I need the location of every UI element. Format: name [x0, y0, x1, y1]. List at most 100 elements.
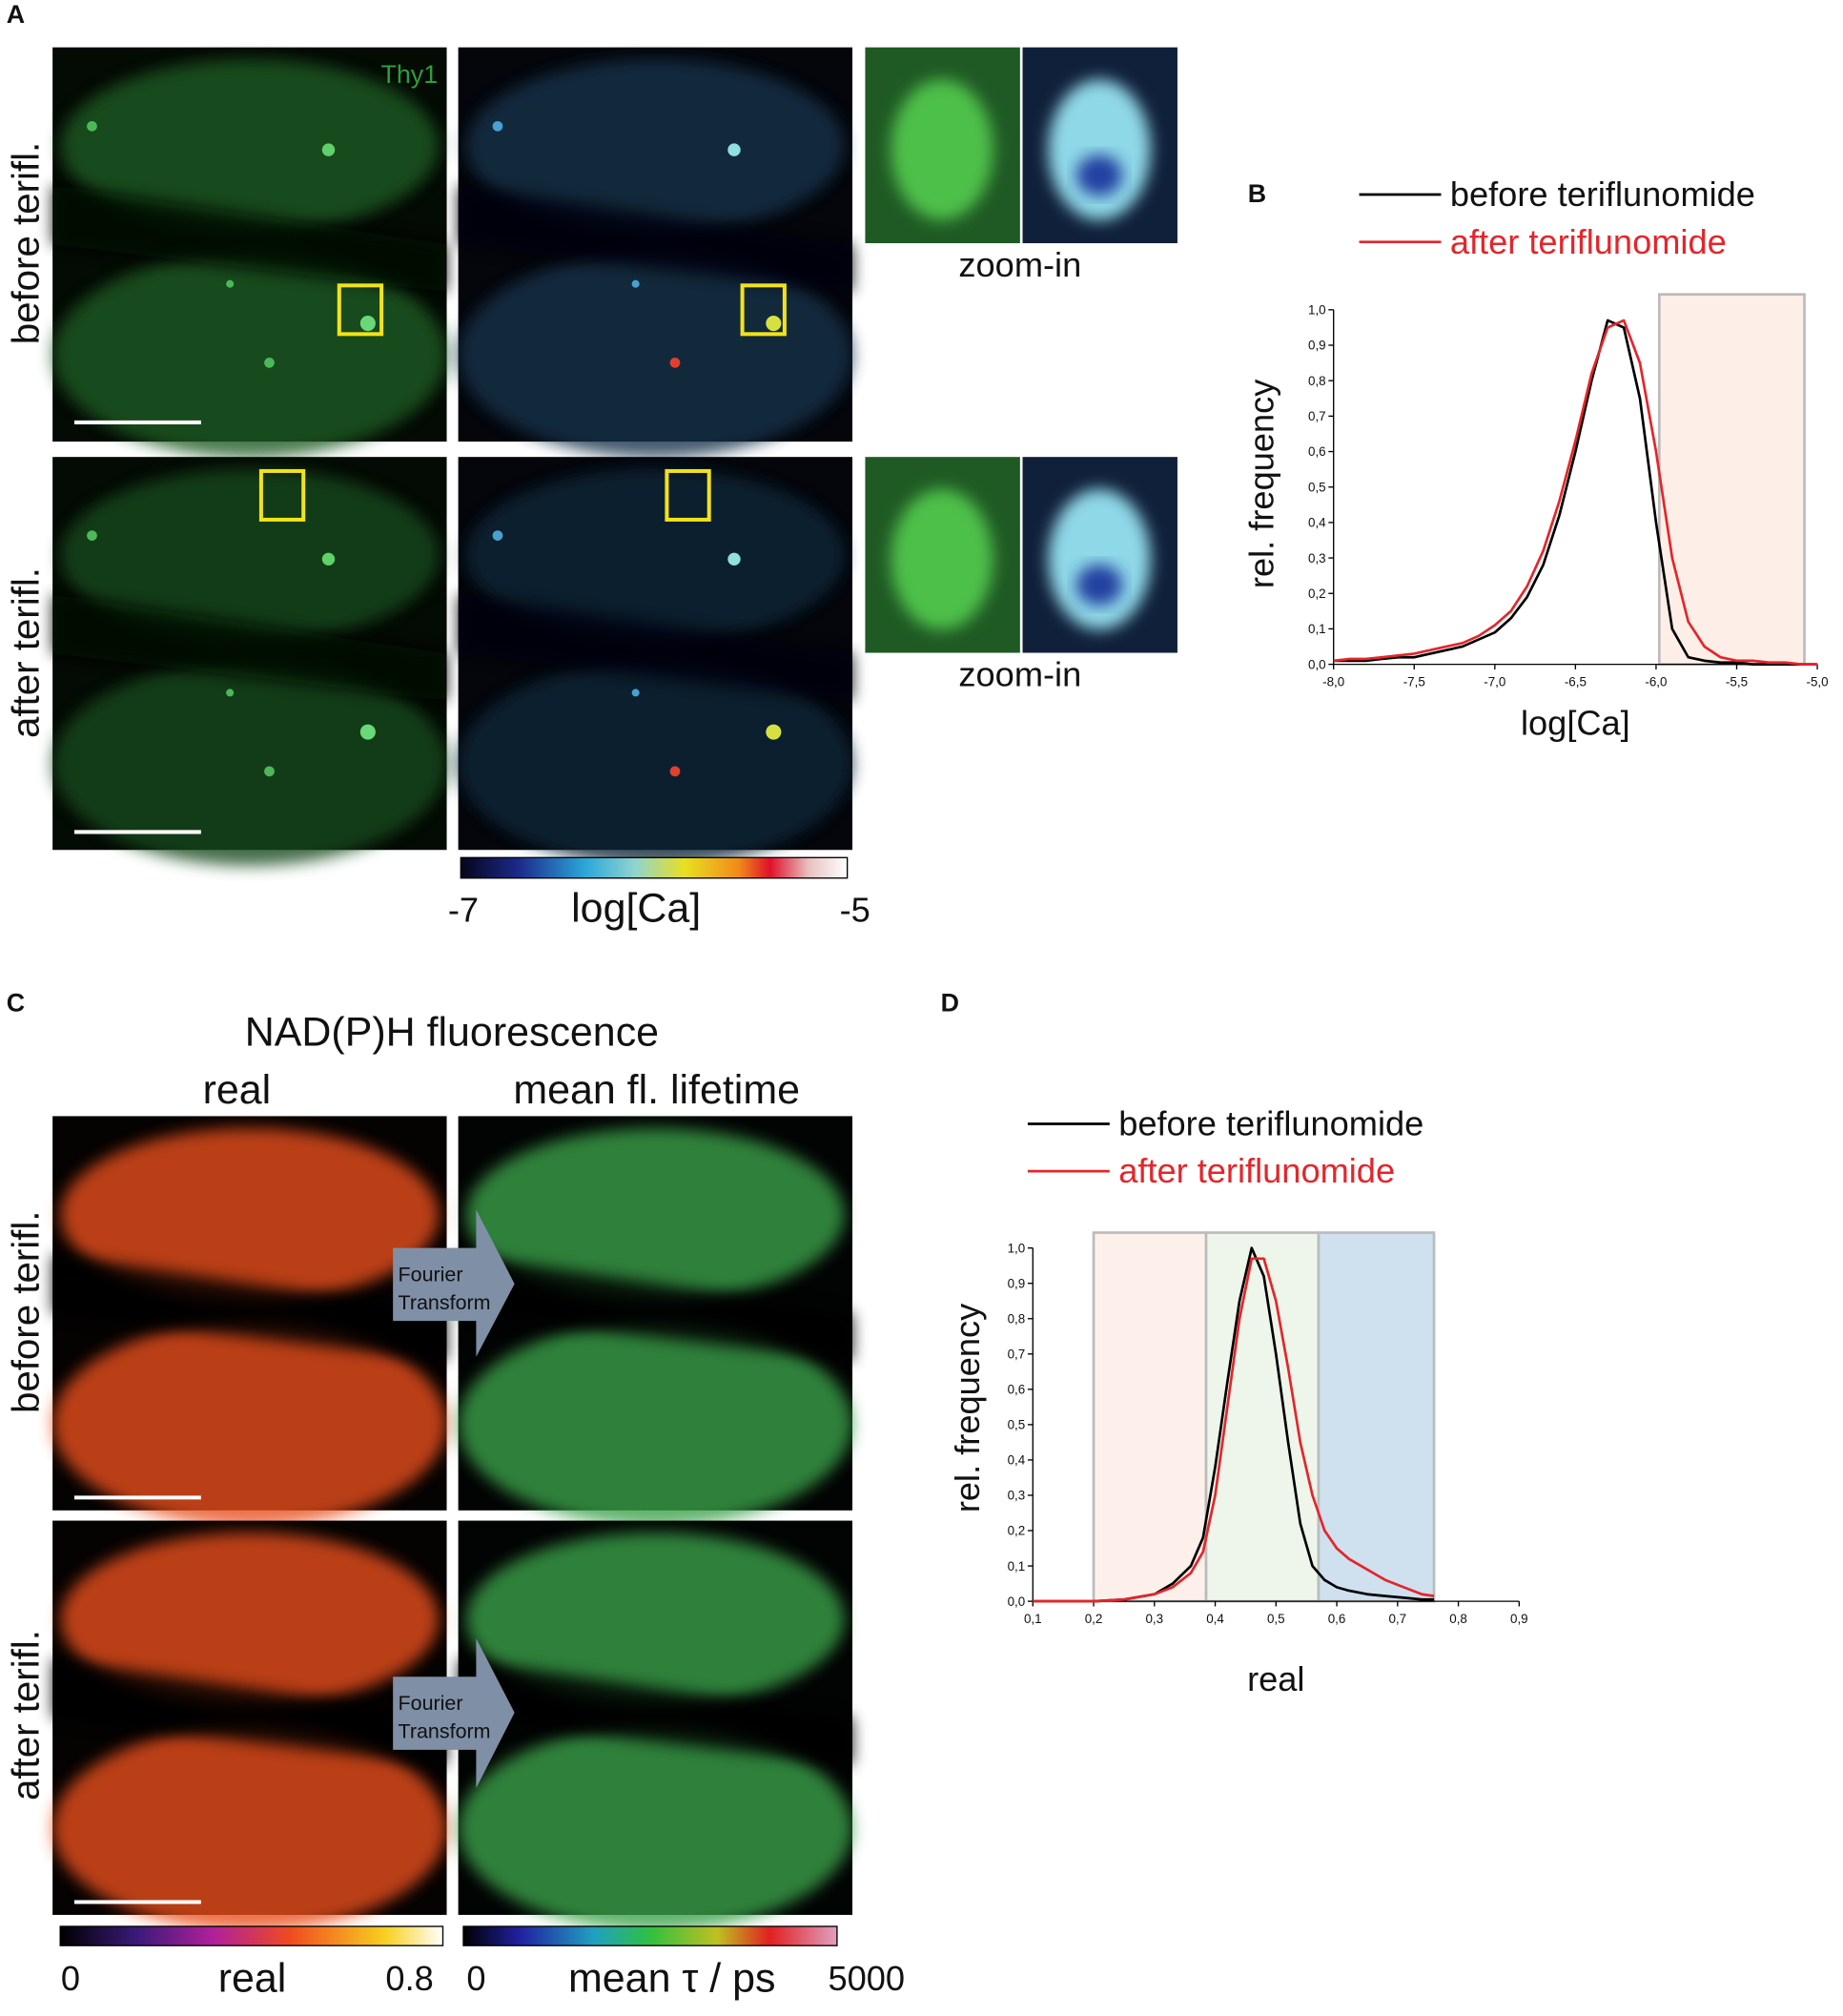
x-tick-label: 0,8: [1449, 1612, 1467, 1626]
y-tick-label: 1,0: [1008, 1241, 1026, 1255]
colorbar: [59, 1925, 444, 1946]
zoom-cell: [891, 79, 993, 220]
arrow-label: Transform: [399, 1291, 491, 1314]
x-tick-label: -6,0: [1645, 674, 1667, 689]
column-label: real: [203, 1067, 272, 1113]
series-line: [1333, 319, 1818, 666]
y-tick-label: 0,9: [1308, 339, 1326, 353]
zoom-cell: [1048, 488, 1151, 630]
flim-images: [52, 1116, 853, 1931]
cell: [669, 766, 681, 777]
vessel: [52, 1254, 447, 1361]
series-line: [1333, 319, 1818, 666]
colorbar-max: -5: [840, 890, 870, 929]
panel-label: D: [941, 988, 959, 1017]
cell: [766, 724, 782, 740]
cell: [492, 530, 503, 541]
tissue: [465, 59, 845, 233]
y-tick-label: 0,8: [1308, 374, 1326, 388]
x-tick-label: -7,0: [1484, 674, 1505, 689]
colorbar-max: 0.8: [385, 1959, 433, 1998]
highlight-region: [1092, 1231, 1208, 1603]
cell: [87, 120, 97, 132]
x-tick-label: 0,5: [1267, 1612, 1285, 1626]
legend-label: after teriflunomide: [1450, 222, 1727, 261]
colorbar: [462, 1925, 838, 1946]
tissue: [458, 1725, 853, 1931]
cell: [264, 766, 275, 777]
x-tick-label: 0,1: [1024, 1612, 1042, 1626]
panel-title: NAD(P)H fluorescence: [245, 1010, 659, 1056]
panel-label: A: [7, 0, 25, 29]
cell: [727, 552, 741, 566]
cell: [264, 358, 275, 368]
x-tick-label: -7,5: [1403, 674, 1425, 689]
vessel: [52, 1658, 447, 1765]
zoom-cell: [1048, 79, 1151, 220]
x-tick-label: -6,5: [1565, 674, 1587, 689]
tissue: [465, 468, 845, 642]
x-tick-label: 0,3: [1145, 1612, 1163, 1626]
x-tick-label: 0,4: [1206, 1612, 1224, 1626]
row-label: before terifl.: [4, 1211, 47, 1414]
cell: [631, 689, 640, 697]
y-tick-label: 0,6: [1308, 444, 1326, 459]
cell: [766, 315, 782, 332]
cell: [631, 279, 640, 288]
legend-label: before teriflunomide: [1450, 175, 1755, 214]
y-tick-label: 0,2: [1308, 586, 1326, 601]
vessel: [52, 594, 447, 701]
row-label: after terifl.: [4, 567, 47, 738]
tissue: [458, 1321, 853, 1527]
y-tick-label: 0,4: [1008, 1453, 1026, 1468]
tissue: [52, 661, 447, 866]
y-tick-label: 0,1: [1308, 622, 1326, 636]
colorbar: [460, 856, 849, 879]
y-tick-label: 0,3: [1308, 551, 1326, 566]
cell: [669, 358, 681, 368]
colorbar-max: 5000: [828, 1959, 905, 1998]
tissue: [465, 1532, 845, 1706]
zoom-spot: [1075, 154, 1123, 196]
arrow: [393, 1638, 515, 1789]
colorbar-min: 0: [466, 1959, 485, 1998]
vessel: [458, 1658, 853, 1765]
y-tick-label: 0,7: [1008, 1347, 1026, 1362]
y-axis-label: rel. frequency: [948, 1303, 987, 1512]
tissue: [465, 1127, 845, 1302]
x-tick-label: -5,5: [1726, 674, 1748, 689]
cell: [226, 279, 235, 288]
x-tick-label: 0,6: [1328, 1612, 1346, 1626]
zoom-spot: [1075, 564, 1123, 606]
cell: [226, 689, 235, 697]
y-tick-label: 0,2: [1008, 1524, 1026, 1538]
y-axis-label: rel. frequency: [1242, 379, 1281, 588]
x-tick-label: 0,7: [1388, 1612, 1406, 1626]
row-label: before terifl.: [4, 142, 47, 345]
stain-label: Thy1: [380, 60, 438, 89]
panel-label: B: [1248, 179, 1266, 208]
tissue: [60, 59, 440, 233]
highlight-region: [1657, 293, 1806, 666]
cell: [321, 552, 336, 566]
legend-label: before teriflunomide: [1118, 1104, 1423, 1143]
tissue: [52, 1321, 447, 1527]
colorbar-title: real: [218, 1955, 287, 2001]
x-tick-label: -8,0: [1322, 674, 1344, 689]
zoom-cell: [891, 488, 993, 630]
cell: [727, 143, 741, 156]
colorbar-min: -7: [448, 890, 479, 929]
panel-label: C: [7, 988, 25, 1017]
cell: [359, 724, 376, 740]
roi-box: [665, 468, 711, 522]
x-axis-label: real: [1247, 1659, 1304, 1698]
colorbar-title: log[Ca]: [571, 885, 701, 931]
y-tick-label: 0,3: [1008, 1489, 1026, 1503]
y-tick-label: 1,0: [1308, 303, 1326, 318]
roi-box: [337, 283, 384, 337]
cell: [492, 120, 503, 132]
tissue: [60, 1127, 440, 1302]
tissue: [52, 252, 447, 458]
y-tick-label: 0,8: [1008, 1311, 1026, 1326]
vessel: [458, 185, 853, 292]
